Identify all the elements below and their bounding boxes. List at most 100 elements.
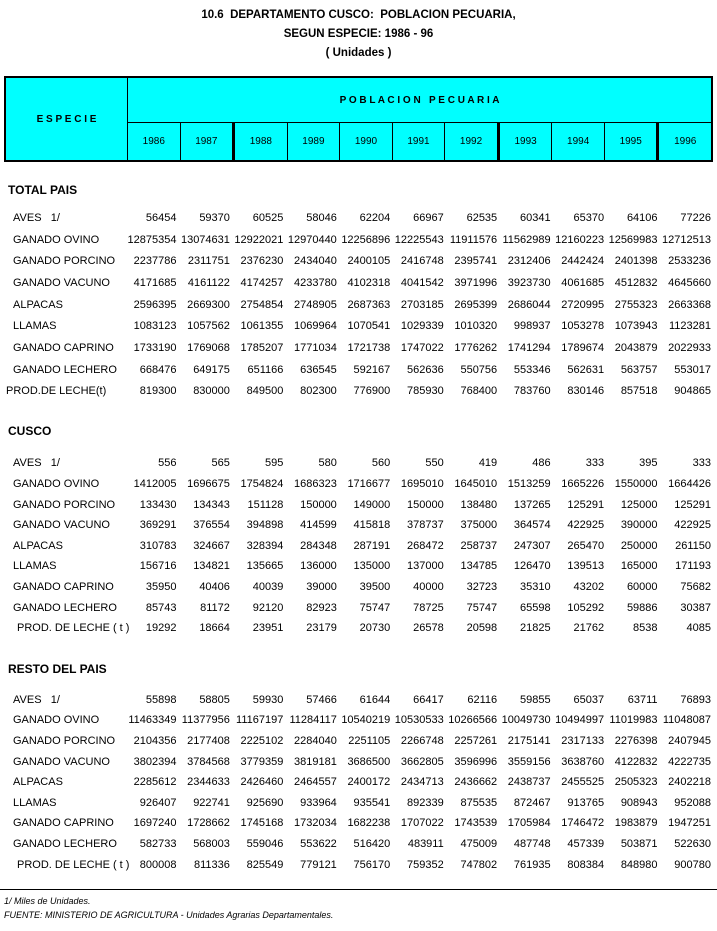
value-cell: 3638760: [561, 755, 605, 768]
year-header-1987: 1987: [179, 123, 233, 160]
value-cell: 65370: [573, 211, 605, 224]
value-cell: 82923: [306, 601, 337, 614]
value-cell: 76893: [680, 693, 711, 706]
value-cell: 3819181: [293, 755, 337, 768]
value-cell: 952088: [674, 796, 711, 809]
value-cell: 40406: [199, 581, 230, 594]
value-cell: 12712513: [662, 233, 711, 246]
value-cell: 563757: [620, 363, 658, 376]
value-cell: 21825: [520, 622, 551, 635]
value-cell: 390000: [620, 519, 658, 532]
row-label: PROD.DE LECHE(t): [6, 385, 107, 398]
value-cell: 12160223: [555, 233, 605, 246]
value-cell: 2175141: [507, 735, 551, 748]
value-cell: 582733: [139, 837, 177, 850]
value-cell: 2043879: [614, 341, 658, 354]
value-cell: 1513259: [507, 478, 551, 491]
value-cell: 10530533: [394, 714, 444, 727]
row-label: GANADO PORCINO: [13, 255, 116, 268]
value-cell: 11377956: [181, 714, 230, 727]
value-cell: 872467: [513, 796, 551, 809]
value-cell: 2748905: [293, 298, 337, 311]
value-cell: 2703185: [400, 298, 444, 311]
value-cell: 32723: [466, 581, 498, 594]
value-cell: 20598: [466, 622, 498, 635]
section-title: CUSCO: [8, 424, 52, 439]
value-cell: 135000: [353, 560, 391, 573]
poblacion-pecuaria-header-cell: P O B L A C I O N P E C U A R I A: [128, 78, 711, 123]
value-cell: 64106: [626, 211, 658, 224]
value-cell: 811336: [194, 858, 230, 871]
value-cell: 59930: [252, 693, 284, 706]
value-cell: 2400172: [347, 776, 391, 789]
row-label: GANADO VACUNO: [13, 755, 110, 768]
page-title-line1: 10.6 DEPARTAMENTO CUSCO: POBLACION PECUA…: [201, 9, 516, 21]
value-cell: 171193: [675, 560, 711, 573]
value-cell: 783760: [513, 385, 551, 398]
value-cell: 268472: [407, 539, 444, 552]
value-cell: 4161122: [187, 276, 230, 289]
value-cell: 1983879: [614, 817, 658, 830]
value-cell: 422925: [674, 519, 711, 532]
section-cusco: CUSCO AVES 1/556 565 595 580 560 550 419 486 333…: [0, 424, 717, 638]
value-cell: 2311751: [187, 255, 230, 268]
value-cell: 559046: [246, 837, 284, 850]
value-cell: 802300: [300, 385, 337, 398]
value-cell: 825549: [246, 858, 284, 871]
table-row: LLAMAS 1083123 1057562 1061355 1069964 107054…: [4, 315, 713, 337]
row-label: LLAMAS: [13, 560, 57, 573]
value-cell: 553346: [513, 363, 551, 376]
value-cell: 26578: [413, 622, 444, 635]
value-cell: 556: [158, 457, 177, 470]
value-cell: 1721738: [347, 341, 391, 354]
value-cell: 20730: [359, 622, 391, 635]
value-cell: 165000: [620, 560, 658, 573]
table-row: ALPACAS 2285612 2344633 2426460 2464557 24001…: [4, 772, 713, 793]
value-cell: 2407945: [668, 735, 711, 748]
value-cell: 135665: [246, 560, 284, 573]
value-cell: 133430: [139, 498, 177, 511]
value-cell: 776900: [353, 385, 391, 398]
value-cell: 2312406: [507, 255, 551, 268]
value-cell: 2276398: [614, 735, 658, 748]
value-cell: 913765: [567, 796, 605, 809]
value-cell: 23179: [306, 622, 337, 635]
value-cell: 565: [211, 457, 230, 470]
value-cell: 265470: [567, 539, 605, 552]
value-cell: 62116: [467, 693, 498, 706]
value-cell: 4222735: [668, 755, 711, 768]
value-cell: 756170: [353, 858, 391, 871]
value-cell: 60525: [252, 211, 284, 224]
value-cell: 2663368: [668, 298, 711, 311]
value-cell: 11167197: [236, 714, 284, 727]
value-cell: 1412005: [133, 478, 177, 491]
value-cell: 156716: [139, 560, 177, 573]
value-cell: 785930: [407, 385, 444, 398]
value-cell: 59886: [626, 601, 658, 614]
value-cell: 65598: [520, 601, 551, 614]
value-cell: 4512832: [614, 276, 658, 289]
value-cell: 58805: [199, 693, 230, 706]
table-row: GANADO CAPRINO 1697240 1728662 1745168 17320…: [4, 813, 713, 834]
table-row: GANADO PORCINO 2104356 2177408 2225102 22840…: [4, 731, 713, 752]
value-cell: 18664: [199, 622, 230, 635]
year-header-1991: 1991: [391, 123, 445, 160]
value-cell: 59855: [520, 693, 551, 706]
value-cell: 250000: [620, 539, 658, 552]
value-cell: 4085: [686, 622, 711, 635]
row-label: GANADO CAPRINO: [13, 817, 114, 830]
value-cell: 1716677: [347, 478, 391, 491]
value-cell: 261150: [675, 539, 711, 552]
value-cell: 10540219: [341, 714, 391, 727]
value-cell: 23951: [252, 622, 284, 635]
table-row: AVES 1/56454 59370 60525 58046 62204 66967 625…: [4, 207, 713, 229]
row-label: PROD. DE LECHE ( t ): [17, 858, 130, 871]
row-label: GANADO OVINO: [13, 233, 100, 246]
table-row: PROD. DE LECHE ( t ) 19292 18664 23951 23179…: [4, 618, 713, 639]
value-cell: 21762: [573, 622, 605, 635]
table-row: GANADO CAPRINO 1733190 1769068 1785207 17710…: [4, 337, 713, 359]
value-cell: 1707022: [400, 817, 444, 830]
table-row: GANADO VACUNO 3802394 3784568 3779359 381918…: [4, 751, 713, 772]
value-cell: 60341: [520, 211, 551, 224]
value-cell: 395: [639, 457, 658, 470]
